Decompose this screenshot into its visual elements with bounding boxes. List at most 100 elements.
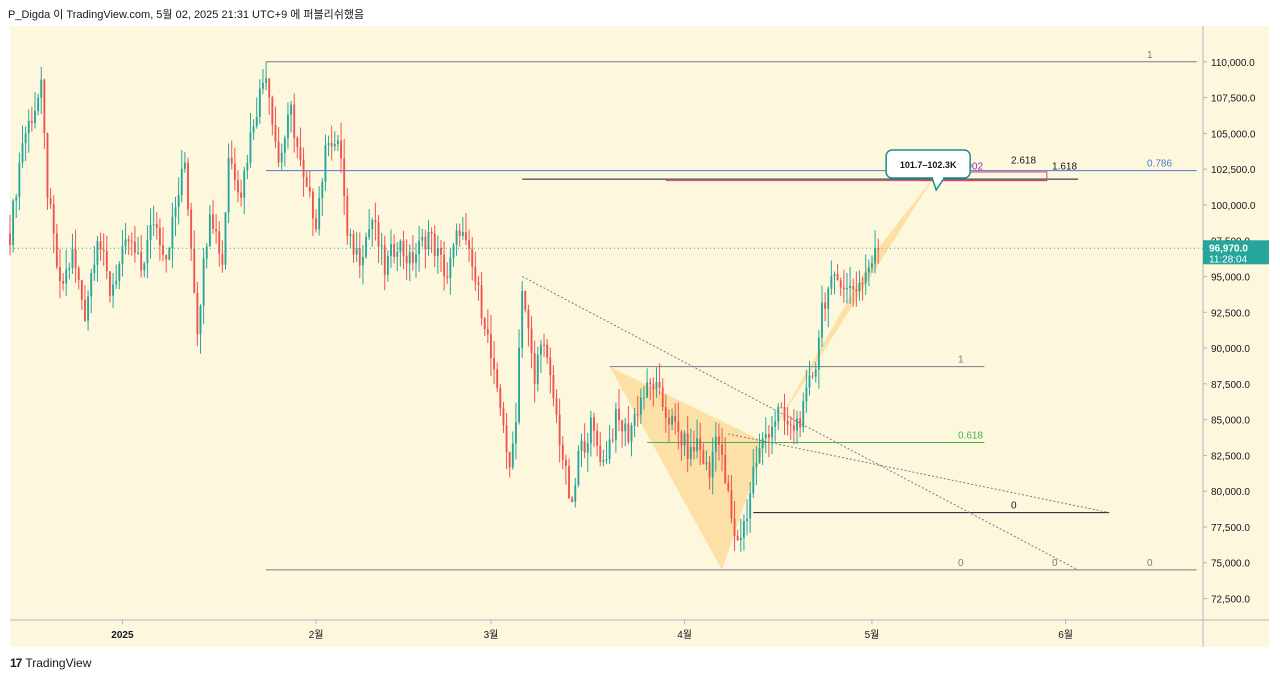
candle-body xyxy=(333,144,336,147)
candle-body xyxy=(842,287,845,290)
drawing-labels: 1 0.786 1 0.618 0 0 0 0 2.618 1.618 1.902101.7–102… xyxy=(885,50,1172,569)
candle-body xyxy=(355,248,358,255)
last-price-marker: 96,970.011:28:04 xyxy=(10,240,1269,265)
candle-body xyxy=(696,438,699,452)
candle-body xyxy=(40,79,43,98)
candle-body xyxy=(589,417,592,444)
candle-body xyxy=(37,97,40,112)
candle-body xyxy=(268,78,271,98)
candle-body xyxy=(402,240,405,256)
candle-body xyxy=(493,358,496,370)
candle-body xyxy=(299,146,302,161)
candle-body xyxy=(761,438,764,448)
candle-body xyxy=(293,104,296,138)
candle-body xyxy=(196,292,199,335)
price-axis: 72,500.0 75,000.0 77,500.0 80,000.0 82,500.0… xyxy=(1203,58,1256,606)
candle-body xyxy=(305,177,308,187)
candle-body xyxy=(864,272,867,284)
price-tick-label: 95,000.0 xyxy=(1211,272,1250,283)
candle-body xyxy=(212,214,214,229)
candle-body xyxy=(190,209,193,249)
candle-body xyxy=(814,369,817,377)
candle-body xyxy=(636,414,639,416)
candle-body xyxy=(112,284,114,296)
candle-body xyxy=(474,267,477,283)
candle-body xyxy=(458,230,461,236)
candle-body xyxy=(739,537,742,541)
candle-body xyxy=(539,344,542,355)
candle-body xyxy=(755,463,758,467)
candle-body xyxy=(43,79,46,134)
candle-body xyxy=(418,240,421,255)
price-tick-label: 90,000.0 xyxy=(1211,344,1250,355)
prz-callout-box xyxy=(885,149,971,179)
candle-body xyxy=(265,78,268,84)
candle-body xyxy=(499,387,502,409)
candle-body xyxy=(174,207,177,217)
candle-body xyxy=(340,140,342,159)
candle-body xyxy=(96,241,99,265)
fib-level-label: 1 xyxy=(1147,50,1153,61)
candle-body xyxy=(415,254,417,263)
candle-body xyxy=(290,104,293,115)
harmonic-triangle-bcd xyxy=(765,176,935,443)
candle-body xyxy=(124,239,127,247)
candle-body xyxy=(443,254,446,277)
candle-body xyxy=(30,120,33,124)
candle-body xyxy=(465,232,467,241)
time-axis: 2025 2월 3월 4월 5월 6월 xyxy=(111,620,1073,641)
candle-body xyxy=(614,408,617,440)
candle-body xyxy=(143,263,146,271)
candle-body xyxy=(649,382,652,385)
candle-body xyxy=(27,120,30,134)
candle-body xyxy=(693,447,695,452)
candle-body xyxy=(496,369,499,388)
candle-body xyxy=(627,423,630,442)
candle-body xyxy=(852,285,855,290)
currency-button[interactable]: USDT xyxy=(1205,30,1269,52)
candle-body xyxy=(746,518,748,522)
close-value: 96,970.0 xyxy=(331,38,371,49)
candle-body xyxy=(18,162,21,198)
candle-body xyxy=(202,258,205,306)
candle-body xyxy=(874,248,877,264)
candle-body xyxy=(764,434,767,439)
price-tick-label: 72,500.0 xyxy=(1211,595,1250,606)
candle-body xyxy=(752,466,755,494)
candle-body xyxy=(171,216,174,249)
candle-body xyxy=(505,425,508,453)
prz-callout-pointer xyxy=(931,177,946,192)
candle-body xyxy=(608,439,611,460)
candle-body xyxy=(405,255,408,264)
time-tick-label: 5월 xyxy=(865,629,880,641)
candle-body xyxy=(490,334,492,359)
candle-body xyxy=(624,423,627,432)
candle-body xyxy=(564,459,567,467)
candle-body xyxy=(12,200,15,245)
price-tick-label: 77,500.0 xyxy=(1211,523,1250,534)
time-tick-label: 2월 xyxy=(309,629,324,641)
open-label: 시 xyxy=(155,38,165,49)
candle-body xyxy=(733,518,736,536)
candle-body xyxy=(59,267,61,282)
candle-body xyxy=(543,344,545,346)
candle-body xyxy=(711,451,714,478)
candle-body xyxy=(593,417,595,431)
candle-body xyxy=(558,414,561,445)
symbol-name[interactable]: BTCUSDT.P · 12시간 · BYBIT xyxy=(16,38,148,49)
tradingview-brand: 17 TradingView xyxy=(10,656,91,670)
candle-body xyxy=(324,144,327,182)
trend-line xyxy=(728,433,1110,514)
candle-body xyxy=(811,375,814,377)
candle-body xyxy=(689,447,692,459)
candle-body xyxy=(349,234,352,236)
candle-body xyxy=(21,143,24,163)
time-tick-label: 6월 xyxy=(1058,629,1073,641)
candle-body xyxy=(99,241,102,250)
candle-body xyxy=(774,421,777,427)
candle-body xyxy=(421,236,424,241)
prz-callout-label: 101.7–102.3K xyxy=(900,160,957,170)
candle-body xyxy=(15,197,18,201)
candle-body xyxy=(84,299,86,321)
